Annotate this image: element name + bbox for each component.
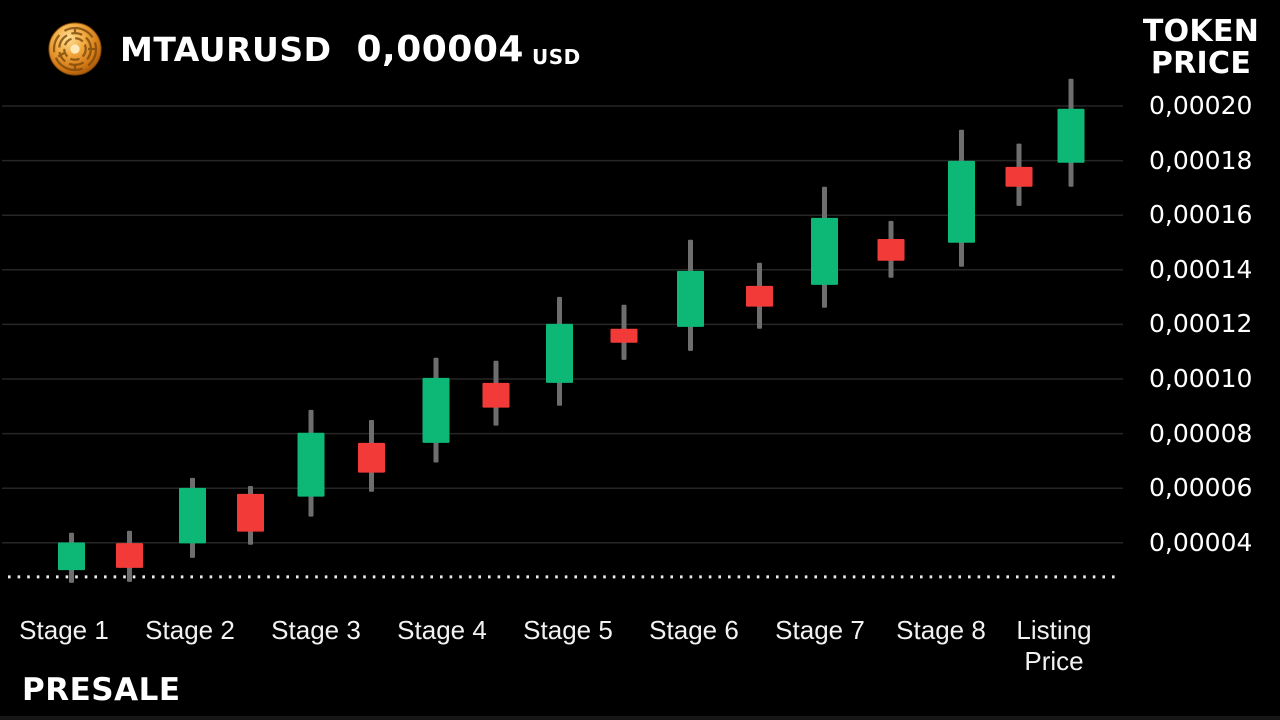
x-axis-label-2: Stage 2 bbox=[145, 615, 235, 645]
y-axis-tick: 0,00018 bbox=[1149, 145, 1253, 175]
candle-wick bbox=[1068, 78, 1074, 187]
candle-wick bbox=[493, 360, 499, 426]
candle-wick bbox=[757, 262, 762, 329]
x-axis-label-5: Stage 5 bbox=[523, 615, 613, 645]
y-axis-tick: 0,00016 bbox=[1149, 200, 1253, 230]
x-axis-label-4: Stage 4 bbox=[397, 615, 487, 645]
candle-body-down bbox=[482, 382, 510, 408]
y-axis-tick: 0,00010 bbox=[1149, 364, 1253, 393]
currency-label: USD bbox=[531, 45, 581, 69]
coin-icon bbox=[48, 22, 102, 76]
candle-body-down bbox=[237, 493, 264, 532]
bottom-strip bbox=[0, 716, 1280, 720]
candle-wick bbox=[69, 532, 74, 583]
candle-body-down bbox=[116, 543, 143, 568]
y-axis-tick: 0,00008 bbox=[1149, 418, 1253, 448]
token-price-heading: TOKEN PRICE bbox=[1138, 16, 1264, 80]
x-axis-label-3: Stage 3 bbox=[271, 615, 361, 645]
candle-body-down bbox=[877, 238, 905, 261]
candle-wick bbox=[433, 357, 439, 463]
presale-label: PRESALE bbox=[22, 672, 181, 708]
candle-wick bbox=[248, 486, 253, 545]
candle-wick bbox=[308, 409, 314, 517]
candle-wick bbox=[621, 304, 627, 360]
y-axis-tick: 0,00020 bbox=[1149, 91, 1253, 120]
y-axis-tick: 0,00012 bbox=[1149, 309, 1253, 339]
candle-body-up bbox=[297, 432, 325, 497]
candle-body-down bbox=[610, 328, 638, 343]
header: MTAURUSD 0,00004 USD bbox=[47, 20, 581, 78]
x-axis-label-8: Stage 8 bbox=[896, 615, 986, 645]
candle-body-up bbox=[1057, 108, 1085, 163]
price-value: 0,00004 bbox=[356, 28, 524, 70]
candle-wick bbox=[127, 530, 132, 582]
candle-wick bbox=[959, 129, 964, 267]
x-axis-label-6: Stage 6 bbox=[649, 615, 739, 645]
candle-body-up bbox=[948, 160, 975, 243]
candle-body-down bbox=[358, 442, 385, 473]
token-price-heading-line1: TOKEN bbox=[1142, 14, 1260, 49]
candle-body-up bbox=[546, 323, 573, 383]
candle-body-up bbox=[58, 542, 85, 571]
candle-body-up bbox=[179, 487, 206, 544]
candle-body-up bbox=[677, 270, 704, 327]
candle-body-up bbox=[811, 217, 838, 285]
x-axis-label-7: Stage 7 bbox=[775, 615, 865, 645]
candle-wick bbox=[557, 296, 562, 406]
candle-wick bbox=[369, 419, 374, 492]
candle-body-down bbox=[1005, 166, 1033, 187]
y-axis-tick: 0,00006 bbox=[1149, 473, 1253, 503]
candle-wick bbox=[822, 186, 827, 308]
x-axis-label-1: Stage 1 bbox=[19, 615, 109, 645]
token-price-heading-line2: PRICE bbox=[1150, 46, 1252, 81]
candle-wick bbox=[688, 239, 693, 351]
y-axis-tick: 0,00014 bbox=[1149, 254, 1253, 284]
symbol-text: MTAURUSD bbox=[120, 29, 332, 69]
x-axis-label-9: Listing Price bbox=[1016, 615, 1092, 676]
candle-wick bbox=[190, 477, 195, 558]
candle-wick bbox=[888, 220, 894, 278]
candle-body-down bbox=[746, 285, 773, 307]
candle-body-up bbox=[422, 377, 450, 443]
candle-wick bbox=[1016, 143, 1022, 206]
y-axis-tick: 0,00004 bbox=[1149, 527, 1253, 557]
